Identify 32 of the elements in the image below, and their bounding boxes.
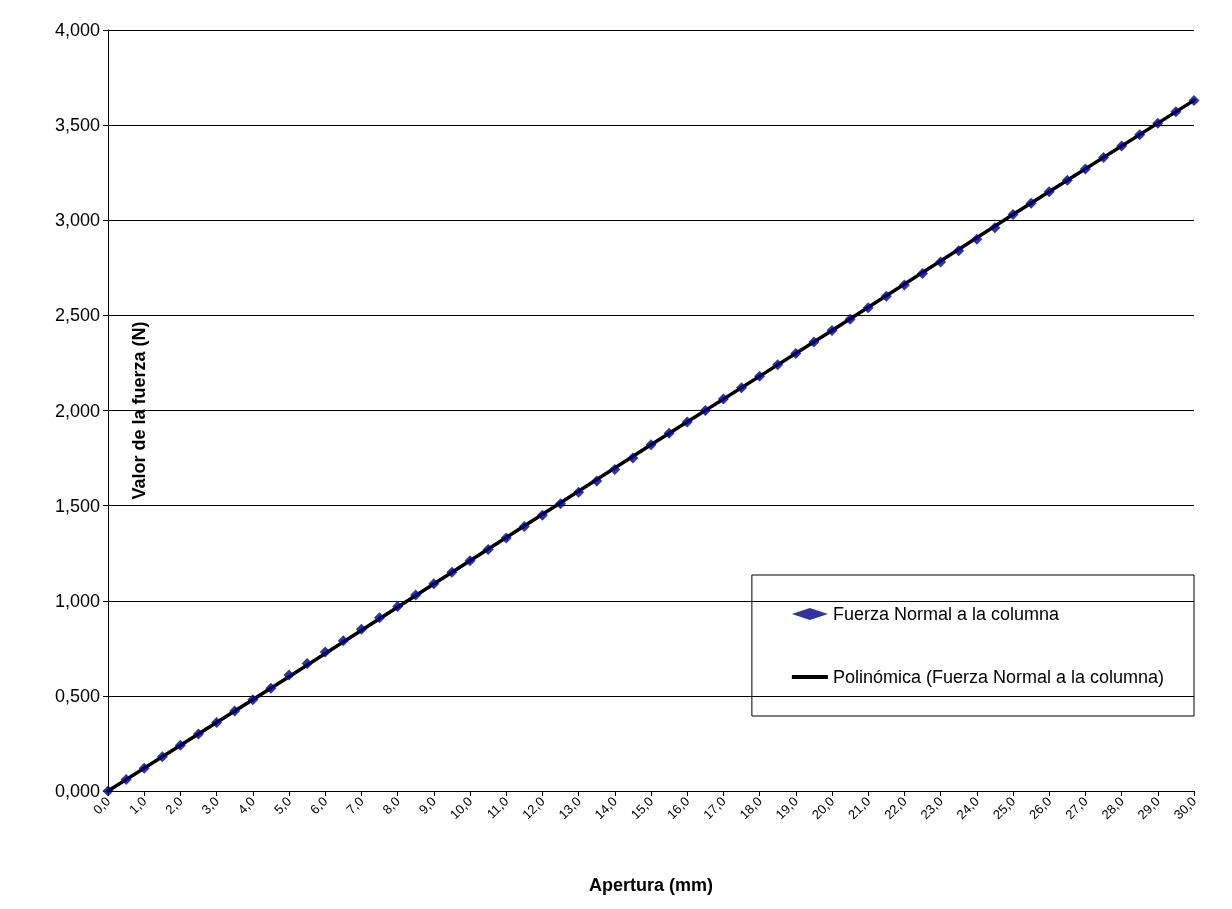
y-tick-label: 1,000 — [54, 590, 100, 611]
x-tick-label: 18,0 — [736, 793, 765, 823]
legend-label: Polinómica (Fuerza Normal a la columna) — [832, 667, 1165, 687]
y-tick-label: 1,500 — [54, 495, 100, 516]
x-tick-label: 6,0 — [307, 793, 331, 818]
x-tick-label: 17,0 — [700, 793, 729, 823]
x-tick-label: 30,0 — [1170, 793, 1200, 823]
x-tick-label: 13,0 — [555, 793, 584, 823]
x-tick-label: 1,0 — [126, 793, 150, 818]
x-tick-label: 19,0 — [772, 793, 802, 823]
x-tick-label: 9,0 — [415, 793, 440, 818]
x-tick-label: 10,0 — [446, 793, 476, 823]
y-tick-label: 3,500 — [54, 115, 100, 136]
x-tick-label: 11,0 — [483, 793, 512, 822]
x-tick-label: 14,0 — [591, 793, 621, 823]
y-tick-label: 3,000 — [54, 210, 100, 231]
x-tick-label: 5,0 — [270, 793, 295, 818]
y-tick-label: 2,000 — [54, 400, 100, 421]
y-tick-label: 4,000 — [54, 20, 100, 40]
x-tick-label: 2,0 — [162, 793, 186, 818]
y-tick-label: 0,500 — [54, 685, 100, 706]
x-tick-label: 15,0 — [627, 793, 657, 823]
x-tick-label: 8,0 — [379, 793, 403, 818]
x-tick-label: 7,0 — [343, 793, 367, 818]
legend-label: Fuerza Normal a la columna — [832, 604, 1060, 624]
x-tick-label: 16,0 — [664, 793, 693, 823]
x-tick-label: 12,0 — [519, 793, 548, 823]
x-tick-label: 4,0 — [234, 793, 259, 818]
y-tick-label: 2,500 — [54, 305, 100, 326]
x-axis-title: Apertura (mm) — [588, 875, 714, 895]
y-axis-title: Valor de la fuerza (N) — [129, 321, 149, 500]
x-tick-label: 3,0 — [198, 793, 222, 818]
